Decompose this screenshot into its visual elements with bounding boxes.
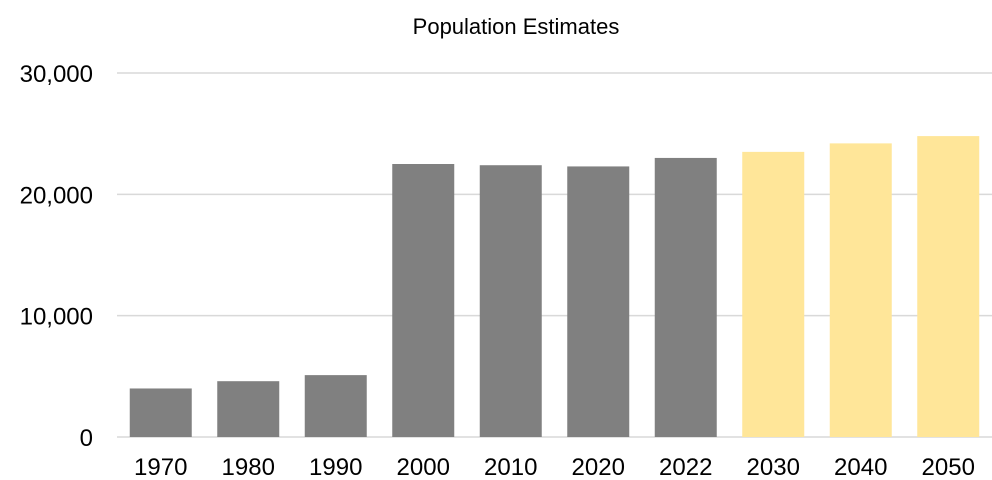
bar-1990 [304, 375, 367, 437]
y-axis-tick-labels: 0 10,000 20,000 30,000 [20, 61, 93, 452]
x-tick-label: 2030 [747, 454, 800, 480]
bar-2000 [392, 164, 455, 437]
bar-2050 [917, 136, 980, 438]
bars [129, 136, 980, 438]
bar-2022 [654, 157, 717, 437]
chart-title: Population Estimates [413, 14, 620, 39]
y-tick-label: 30,000 [20, 61, 93, 88]
y-tick-label: 20,000 [20, 182, 93, 209]
x-tick-label: 2022 [659, 454, 712, 480]
x-tick-label: 2000 [397, 454, 450, 480]
x-tick-label: 2010 [484, 454, 537, 480]
y-tick-label: 10,000 [20, 304, 93, 331]
bar-1970 [129, 388, 192, 437]
x-tick-label: 2040 [834, 454, 887, 480]
x-tick-label: 2050 [922, 454, 975, 480]
bar-1980 [217, 381, 280, 437]
bar-2020 [567, 166, 630, 437]
x-tick-label: 1990 [309, 454, 362, 480]
bar-2040 [829, 143, 892, 437]
x-axis-tick-labels: 1970 1980 1990 2000 2010 2020 2022 2030 2040 2050 [134, 454, 975, 480]
x-tick-label: 1980 [222, 454, 275, 480]
y-tick-label: 0 [80, 425, 93, 452]
x-tick-label: 1970 [134, 454, 187, 480]
bar-2010 [479, 165, 542, 438]
x-tick-label: 2020 [572, 454, 625, 480]
bar-2030 [742, 151, 805, 437]
